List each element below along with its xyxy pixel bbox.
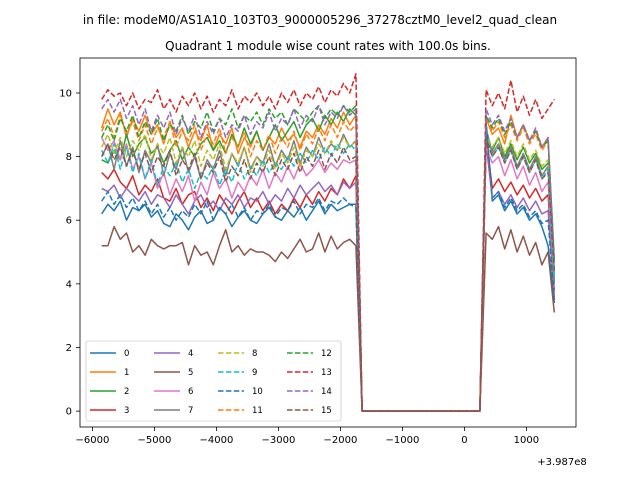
y-tick-label: 10: [59, 88, 72, 99]
legend-label-10: 10: [252, 387, 263, 397]
legend-label-13: 13: [321, 368, 332, 378]
y-tick-label: 6: [66, 216, 72, 227]
legend-label-3: 3: [124, 406, 129, 416]
x-tick-label: −4000: [199, 435, 233, 446]
plot-frame: [79, 57, 577, 428]
legend-label-12: 12: [321, 349, 332, 359]
y-tick-label: 8: [66, 152, 72, 163]
y-tick-label: 4: [66, 279, 72, 290]
x-tick-label: −2000: [323, 435, 357, 446]
legend-label-15: 15: [321, 406, 332, 416]
x-tick-label: −6000: [75, 435, 109, 446]
x-tick-label: 1000: [514, 435, 539, 446]
series-line-15: [101, 136, 556, 412]
legend-label-7: 7: [188, 406, 193, 416]
y-axis: 0 2 4 6 8 10: [59, 88, 80, 418]
legend-label-4: 4: [188, 349, 193, 359]
x-tick-label: −3000: [261, 435, 295, 446]
y-tick-label: 2: [66, 343, 72, 354]
legend-label-2: 2: [124, 387, 129, 397]
legend-label-9: 9: [252, 368, 257, 378]
legend-label-11: 11: [252, 406, 263, 416]
legend-label-14: 14: [321, 387, 332, 397]
y-tick-label: 0: [66, 407, 72, 418]
x-axis: −6000 −5000 −4000 −3000 −2000 −1000 0 1000: [75, 427, 539, 446]
x-tick-label: −1000: [385, 435, 419, 446]
legend-label-8: 8: [252, 349, 257, 359]
legend-box: [85, 340, 342, 422]
legend-label-6: 6: [188, 387, 193, 397]
x-tick-label: −5000: [137, 435, 171, 446]
file-suptitle: in file: modeM0/AS1A10_103T03_9000005296…: [83, 13, 557, 27]
x-tick-label: 0: [461, 435, 467, 446]
x-offset-label: +3.987e8: [537, 457, 587, 468]
chart-title: Quadrant 1 module wise count rates with …: [165, 39, 491, 53]
legend-label-0: 0: [124, 349, 129, 359]
plot-lines: [100, 73, 556, 412]
legend-label-1: 1: [124, 368, 129, 378]
series-line-9: [101, 130, 556, 412]
legend-label-5: 5: [188, 368, 193, 378]
